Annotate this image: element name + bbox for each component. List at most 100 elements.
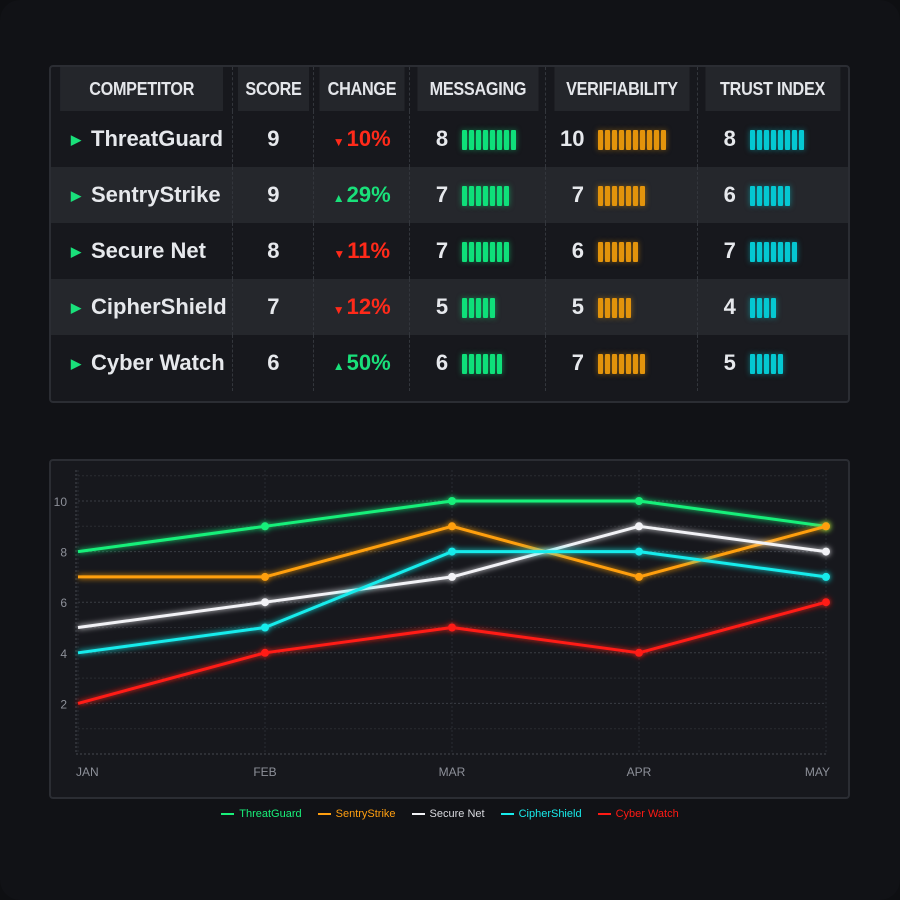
y-tick-label: 2 xyxy=(60,697,67,711)
verifiability-cell: 10 xyxy=(545,111,698,167)
legend-item[interactable]: Secure Net xyxy=(411,808,485,820)
legend-item[interactable]: SentryStrike xyxy=(317,808,396,820)
legend-swatch xyxy=(411,813,425,815)
verifiability-value: 10 xyxy=(560,126,585,151)
data-point[interactable] xyxy=(448,522,456,531)
expand-triangle-icon[interactable]: ▶ xyxy=(71,356,81,372)
expand-triangle-icon[interactable]: ▶ xyxy=(71,244,81,260)
bar-segment xyxy=(640,186,646,207)
messaging-value: 6 xyxy=(435,350,449,375)
bar-segment xyxy=(476,298,482,319)
data-point[interactable] xyxy=(261,572,269,581)
bar-segment xyxy=(497,130,503,151)
bar-segment xyxy=(763,354,769,375)
table-row[interactable]: ▶ Secure Net 8 ▼11% 7 6 7 xyxy=(51,223,848,279)
data-point[interactable] xyxy=(261,623,269,632)
x-tick-label: APR xyxy=(627,765,652,779)
bar-segment xyxy=(462,186,468,207)
competitor-cell[interactable]: ▶ CipherShield xyxy=(51,279,233,335)
bar-segment xyxy=(598,186,604,207)
arrow-down-icon: ▼ xyxy=(332,135,345,149)
data-point[interactable] xyxy=(261,522,269,531)
competitor-cell[interactable]: ▶ Cyber Watch xyxy=(51,335,233,391)
data-point[interactable] xyxy=(261,598,269,607)
messaging-cell: 8 xyxy=(409,111,546,167)
legend-swatch xyxy=(597,813,611,815)
change-value: 10% xyxy=(346,126,391,151)
data-point[interactable] xyxy=(635,522,643,531)
bar-segment xyxy=(483,130,489,151)
data-point[interactable] xyxy=(822,598,830,607)
bar-segment xyxy=(784,186,790,207)
data-point[interactable] xyxy=(261,648,269,657)
column-header[interactable]: SCORE xyxy=(236,67,310,111)
bar-segment xyxy=(791,242,797,263)
data-point[interactable] xyxy=(822,572,830,581)
bar-segment xyxy=(626,130,632,151)
trust-bar xyxy=(749,354,783,375)
column-header[interactable]: CHANGE xyxy=(318,67,405,111)
data-point[interactable] xyxy=(448,572,456,581)
bar-segment xyxy=(490,354,496,375)
trust-cell: 8 xyxy=(696,111,848,167)
bar-segment xyxy=(626,242,632,263)
data-point[interactable] xyxy=(822,522,830,531)
expand-triangle-icon[interactable]: ▶ xyxy=(71,300,81,316)
data-point[interactable] xyxy=(448,497,456,505)
bar-segment xyxy=(626,186,632,207)
trust-cell: 6 xyxy=(696,167,848,223)
competitor-cell[interactable]: ▶ SentryStrike xyxy=(51,167,233,223)
bar-segment xyxy=(504,242,510,263)
table-row[interactable]: ▶ SentryStrike 9 ▲29% 7 7 6 xyxy=(51,167,848,223)
competitor-name: CipherShield xyxy=(91,294,227,319)
messaging-bar xyxy=(462,242,510,263)
bar-segment xyxy=(626,354,632,375)
trust-cell: 4 xyxy=(696,279,848,335)
column-header[interactable]: VERIFIABILITY xyxy=(552,67,690,111)
bar-segment xyxy=(640,354,646,375)
bar-segment xyxy=(497,354,503,375)
bar-segment xyxy=(749,242,755,263)
bar-segment xyxy=(598,354,604,375)
change-value: 12% xyxy=(346,294,391,319)
bar-segment xyxy=(598,130,604,151)
bar-segment xyxy=(640,130,646,151)
bar-segment xyxy=(756,186,762,207)
data-point[interactable] xyxy=(448,547,456,556)
bar-segment xyxy=(777,354,783,375)
column-header[interactable]: TRUST INDEX xyxy=(704,67,841,111)
trust-value: 7 xyxy=(723,238,736,263)
column-header[interactable]: MESSAGING xyxy=(415,67,539,111)
data-point[interactable] xyxy=(822,547,830,556)
expand-triangle-icon[interactable]: ▶ xyxy=(71,132,81,148)
data-point[interactable] xyxy=(635,547,643,556)
bar-segment xyxy=(598,242,604,263)
competitor-name: Cyber Watch xyxy=(91,350,225,375)
data-point[interactable] xyxy=(635,497,643,505)
expand-triangle-icon[interactable]: ▶ xyxy=(71,188,81,204)
data-point[interactable] xyxy=(448,623,456,632)
verifiability-value: 7 xyxy=(571,182,585,207)
messaging-cell: 7 xyxy=(409,167,546,223)
column-header[interactable]: COMPETITOR xyxy=(60,67,224,111)
bar-segment xyxy=(784,130,790,151)
bar-segment xyxy=(749,298,755,319)
competitor-cell[interactable]: ▶ ThreatGuard xyxy=(51,111,233,167)
competitor-cell[interactable]: ▶ Secure Net xyxy=(51,223,233,279)
legend-label: ThreatGuard xyxy=(239,808,302,820)
data-point[interactable] xyxy=(635,572,643,581)
series-ciphershield[interactable] xyxy=(77,547,830,655)
bar-segment xyxy=(770,186,776,207)
table-row[interactable]: ▶ ThreatGuard 9 ▼10% 8 10 8 xyxy=(51,111,848,167)
legend-item[interactable]: ThreatGuard xyxy=(221,808,302,820)
series-secure-net[interactable] xyxy=(77,522,830,629)
series-cyber-watch[interactable] xyxy=(77,598,830,705)
legend-item[interactable]: CipherShield xyxy=(500,808,582,820)
data-point[interactable] xyxy=(635,648,643,657)
table-row[interactable]: ▶ CipherShield 7 ▼12% 5 5 4 xyxy=(51,279,848,335)
messaging-bar xyxy=(462,130,517,151)
legend-item[interactable]: Cyber Watch xyxy=(597,808,679,820)
table-row[interactable]: ▶ Cyber Watch 6 ▲50% 6 7 5 xyxy=(51,335,848,391)
bar-segment xyxy=(756,298,762,319)
x-tick-label: JAN xyxy=(76,765,99,779)
